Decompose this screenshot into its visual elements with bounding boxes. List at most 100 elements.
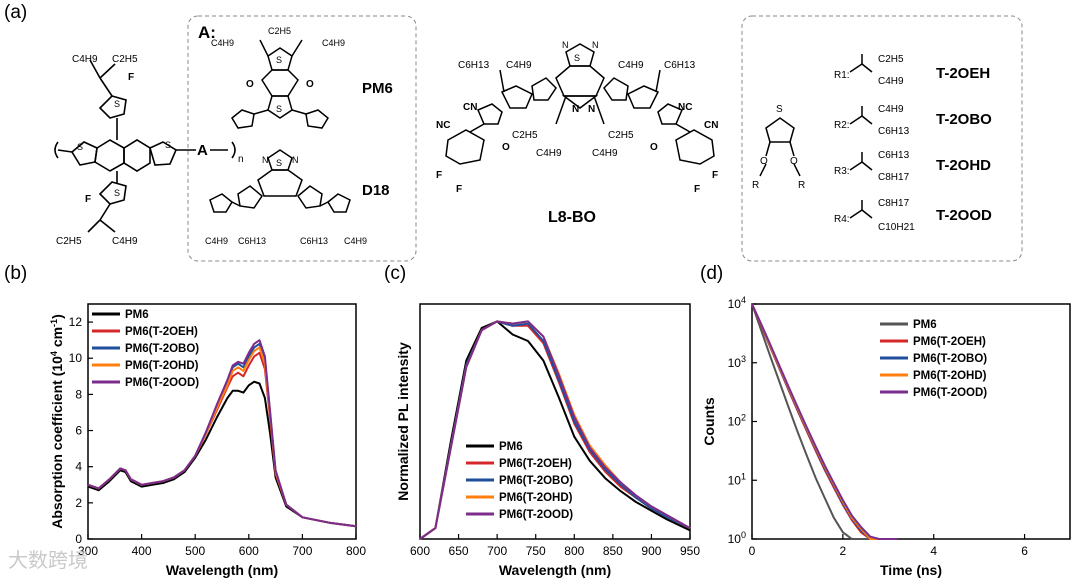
bdt-f2: F — [85, 194, 91, 205]
r4-lower: C10H21 — [878, 222, 915, 233]
y-axis-label: Counts — [701, 397, 717, 445]
absorption-chart: 300 400 500 600 700 800 0 2 4 6 8 10 12 Wavelength (n… — [49, 303, 366, 578]
series-line-2 — [419, 320, 691, 540]
r-label-3: R3: — [834, 166, 850, 177]
l8bo-cn3: NC — [678, 102, 692, 113]
x-tick-label: 500 — [185, 544, 205, 558]
y-tick-label: 104 — [728, 295, 746, 311]
pm6-chain-1: C4H9 — [211, 38, 234, 48]
chain-1: C4H9 — [72, 54, 98, 65]
x-tick-label: 700 — [487, 544, 507, 558]
legend-label-4: PM6(T-2OOD) — [125, 377, 199, 389]
d18-s: S — [276, 158, 282, 168]
l8bo-o1: O — [502, 142, 510, 153]
x-tick-label: 800 — [346, 544, 366, 558]
r-label-4: R4: — [834, 214, 850, 225]
y-tick-label: 100 — [728, 530, 746, 546]
legend-label-1: PM6(T-2OEH) — [125, 326, 198, 338]
d18-n1: N — [262, 155, 269, 165]
pm6-s1: S — [276, 55, 282, 65]
y-tick-label: 10 — [69, 351, 83, 365]
r2-upper: C4H9 — [878, 104, 904, 115]
y-axis-label: Normalized PL intensity — [395, 342, 411, 501]
l8bo-chain-8: C4H9 — [592, 148, 618, 159]
panel-label-a: (a) — [4, 2, 28, 23]
l8bo-n1: N — [562, 40, 569, 50]
pm6-acceptor-structure — [231, 39, 329, 129]
l8bo-chain-6: C4H9 — [536, 148, 562, 159]
x-tick-label: 4 — [930, 544, 937, 558]
bdt-s3: S — [114, 99, 120, 109]
pm6-o2: O — [306, 79, 314, 90]
y-tick-label: 2 — [75, 496, 82, 510]
pm6-o1: O — [246, 79, 254, 90]
pl-chart: 600 650 700 750 800 850 900 950 Wavelength (nm) N… — [395, 303, 700, 578]
legend-label-1: PM6(T-2OEH) — [913, 336, 986, 348]
series-line-3 — [87, 346, 357, 528]
r3-lower: C8H17 — [878, 172, 910, 183]
y-tick-label: 4 — [75, 460, 82, 474]
r1-upper: C2H5 — [878, 54, 904, 65]
x-axis-label: Wavelength (nm) — [499, 562, 611, 578]
r3-upper: C6H13 — [878, 150, 910, 161]
x-tick-label: 6 — [1021, 544, 1028, 558]
d18-chain-1: C4H9 — [205, 236, 228, 246]
x-tick-label: 700 — [292, 544, 312, 558]
l8bo-f3: F — [694, 184, 700, 195]
r-name-3: T-2OHD — [936, 157, 991, 174]
additive-o2: O — [790, 156, 798, 167]
x-tick-label: 800 — [564, 544, 584, 558]
d18-acceptor-structure — [209, 149, 351, 213]
y-tick-label: 8 — [75, 387, 82, 401]
series-line-0 — [751, 303, 898, 540]
series-line-4 — [419, 320, 691, 540]
trpl-chart: 0 2 4 6 100 101 102 103 104 Time (ns) Counts PM6 PM6… — [701, 295, 1071, 578]
l8bo-chain-1: C6H13 — [458, 60, 490, 71]
bdt-s2: S — [165, 140, 171, 150]
series-line-0 — [87, 380, 357, 528]
x-tick-label: 950 — [680, 544, 700, 558]
l8bo-label: L8-BO — [548, 209, 596, 226]
x-tick-label: 300 — [78, 544, 98, 558]
d18-n2: N — [292, 155, 299, 165]
series-line-4 — [87, 339, 357, 528]
l8bo-structure — [445, 43, 715, 165]
legend-label-0: PM6 — [125, 309, 149, 321]
y-axis-label: Absorption coefficient (104 cm-1) — [49, 314, 65, 529]
d18-chain-3: C6H13 — [300, 236, 328, 246]
l8bo-n2: N — [592, 40, 599, 50]
additive-o1: O — [760, 156, 768, 167]
l8bo-f4: F — [712, 170, 718, 181]
x-tick-label: 400 — [132, 544, 152, 558]
panel-label-b: (b) — [4, 263, 28, 284]
l8bo-f1: F — [436, 170, 442, 181]
legend-label-0: PM6 — [499, 441, 523, 453]
bdt-f1: F — [128, 72, 134, 83]
r4-upper: C8H17 — [878, 198, 910, 209]
plot-frame — [751, 303, 1071, 540]
l8bo-cn2: NC — [436, 120, 450, 131]
additive-r2: R — [798, 180, 805, 191]
molecular-scheme: S S S S F F A n C4H9 C2H5 C2H5 C4H9 A: O… — [54, 15, 1023, 262]
l8bo-n4: N — [588, 104, 595, 115]
additive-r1: R — [752, 180, 759, 191]
pm6-label: PM6 — [362, 80, 393, 97]
r-name-1: T-2OEH — [936, 65, 990, 82]
legend-label-3: PM6(T-2OHD) — [499, 492, 573, 504]
legend-label-1: PM6(T-2OEH) — [499, 458, 572, 470]
additive-box — [741, 15, 1023, 262]
series-line-3 — [751, 303, 898, 540]
y-tick-label: 102 — [728, 413, 746, 429]
legend-label-3: PM6(T-2OHD) — [125, 360, 199, 372]
l8bo-chain-7: C2H5 — [608, 130, 634, 141]
panel-label-c: (c) — [384, 263, 407, 284]
l8bo-f2: F — [456, 184, 462, 195]
x-tick-label: 600 — [410, 544, 430, 558]
r-name-2: T-2OBO — [936, 111, 992, 128]
legend-label-0: PM6 — [913, 319, 937, 331]
y-tick-label: 6 — [75, 424, 82, 438]
l8bo-cn4: CN — [704, 120, 718, 131]
series-line-4 — [751, 303, 898, 540]
legend-label-4: PM6(T-2OOD) — [499, 509, 573, 521]
r-label-2: R2: — [834, 120, 850, 131]
